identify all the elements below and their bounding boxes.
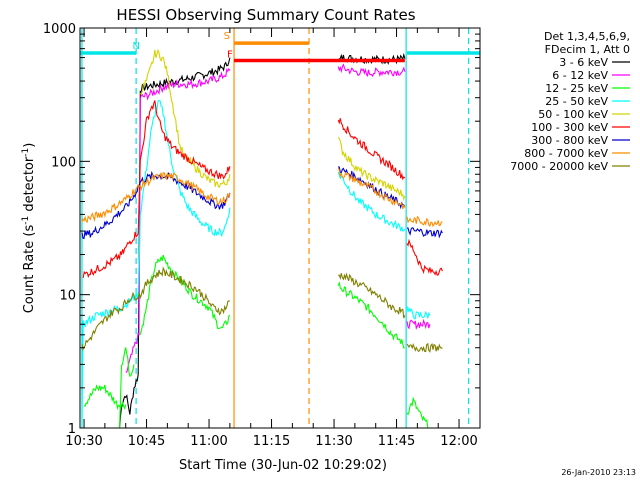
series-line xyxy=(406,318,431,330)
y-axis-label: Count Rate (s-1 detector-1) xyxy=(21,143,37,314)
x-tick-label: 11:00 xyxy=(190,434,227,449)
legend-entry-label: 12 - 25 keV xyxy=(545,82,608,95)
flag-bar-label: N xyxy=(133,41,140,52)
series-line xyxy=(406,342,443,353)
axes: N SF 10:30 10:45 11:00 11:15 11:30 11:45 12:00 1 1… xyxy=(43,22,480,449)
series-line xyxy=(337,171,406,232)
legend-header: FDecim 1, Att 0 xyxy=(545,43,630,56)
y-tick-label: 10 xyxy=(59,289,76,304)
series-line xyxy=(81,170,231,240)
series-line xyxy=(118,57,231,428)
series-line xyxy=(337,167,406,210)
series-line xyxy=(337,63,406,78)
chart-title: HESSI Observing Summary Count Rates xyxy=(116,6,415,24)
series-line xyxy=(81,172,231,223)
series-line xyxy=(81,266,230,352)
series-line xyxy=(125,67,231,373)
flag-marker: F xyxy=(227,50,233,61)
y-tick-label: 1 xyxy=(68,422,76,437)
legend: Det 1,3,4,5,6,9,FDecim 1, Att 03 - 6 keV… xyxy=(510,30,630,173)
legend-entry-label: 6 - 12 keV xyxy=(552,69,608,82)
y-axis-label-mid: detector xyxy=(22,156,37,216)
flag-bar-label: S xyxy=(224,31,230,42)
series-line xyxy=(337,281,406,349)
y-tick-label: 100 xyxy=(51,155,76,170)
x-tick-label: 10:30 xyxy=(65,434,102,449)
series-line xyxy=(139,254,231,335)
series-line xyxy=(82,100,231,278)
y-axis-label-main: Count Rate (s xyxy=(22,225,37,314)
series-line xyxy=(81,100,231,427)
series-line xyxy=(337,52,406,65)
footer-timestamp: 26-Jan-2010 23:13 xyxy=(561,468,636,477)
y-axis-label-sup2: -1 xyxy=(21,148,31,157)
series-line xyxy=(406,215,443,228)
x-tick-label: 11:15 xyxy=(253,434,290,449)
series-line xyxy=(337,118,406,181)
series-line xyxy=(337,136,406,202)
legend-entry-label: 25 - 50 keV xyxy=(545,95,608,108)
series-line xyxy=(118,347,135,428)
legend-entry-label: 7000 - 20000 keV xyxy=(510,160,608,173)
legend-entry-label: 800 - 7000 keV xyxy=(524,147,608,160)
plot-area xyxy=(80,28,480,428)
legend-entry-label: 300 - 800 keV xyxy=(531,134,608,147)
series-line xyxy=(406,396,430,428)
y-axis-label-sup1: -1 xyxy=(21,216,31,225)
series-line xyxy=(406,306,431,320)
series-line xyxy=(338,272,406,319)
x-tick-label: 12:00 xyxy=(440,434,477,449)
y-axis-label-end: ) xyxy=(22,143,37,148)
y-tick-label: 1000 xyxy=(43,22,76,37)
legend-header: Det 1,3,4,5,6,9, xyxy=(544,30,630,43)
x-axis-label: Start Time (30-Jun-02 10:29:02) xyxy=(179,458,387,473)
series-line xyxy=(406,238,443,276)
legend-entry-label: 50 - 100 keV xyxy=(538,108,608,121)
series-line xyxy=(407,227,443,239)
x-tick-label: 11:30 xyxy=(315,434,352,449)
legend-entry-label: 100 - 300 keV xyxy=(531,121,608,134)
legend-entry-label: 3 - 6 keV xyxy=(559,56,608,69)
x-tick-label: 10:45 xyxy=(128,434,165,449)
x-tick-label: 11:45 xyxy=(378,434,415,449)
plot-frame xyxy=(79,27,481,429)
series-line xyxy=(83,384,127,411)
